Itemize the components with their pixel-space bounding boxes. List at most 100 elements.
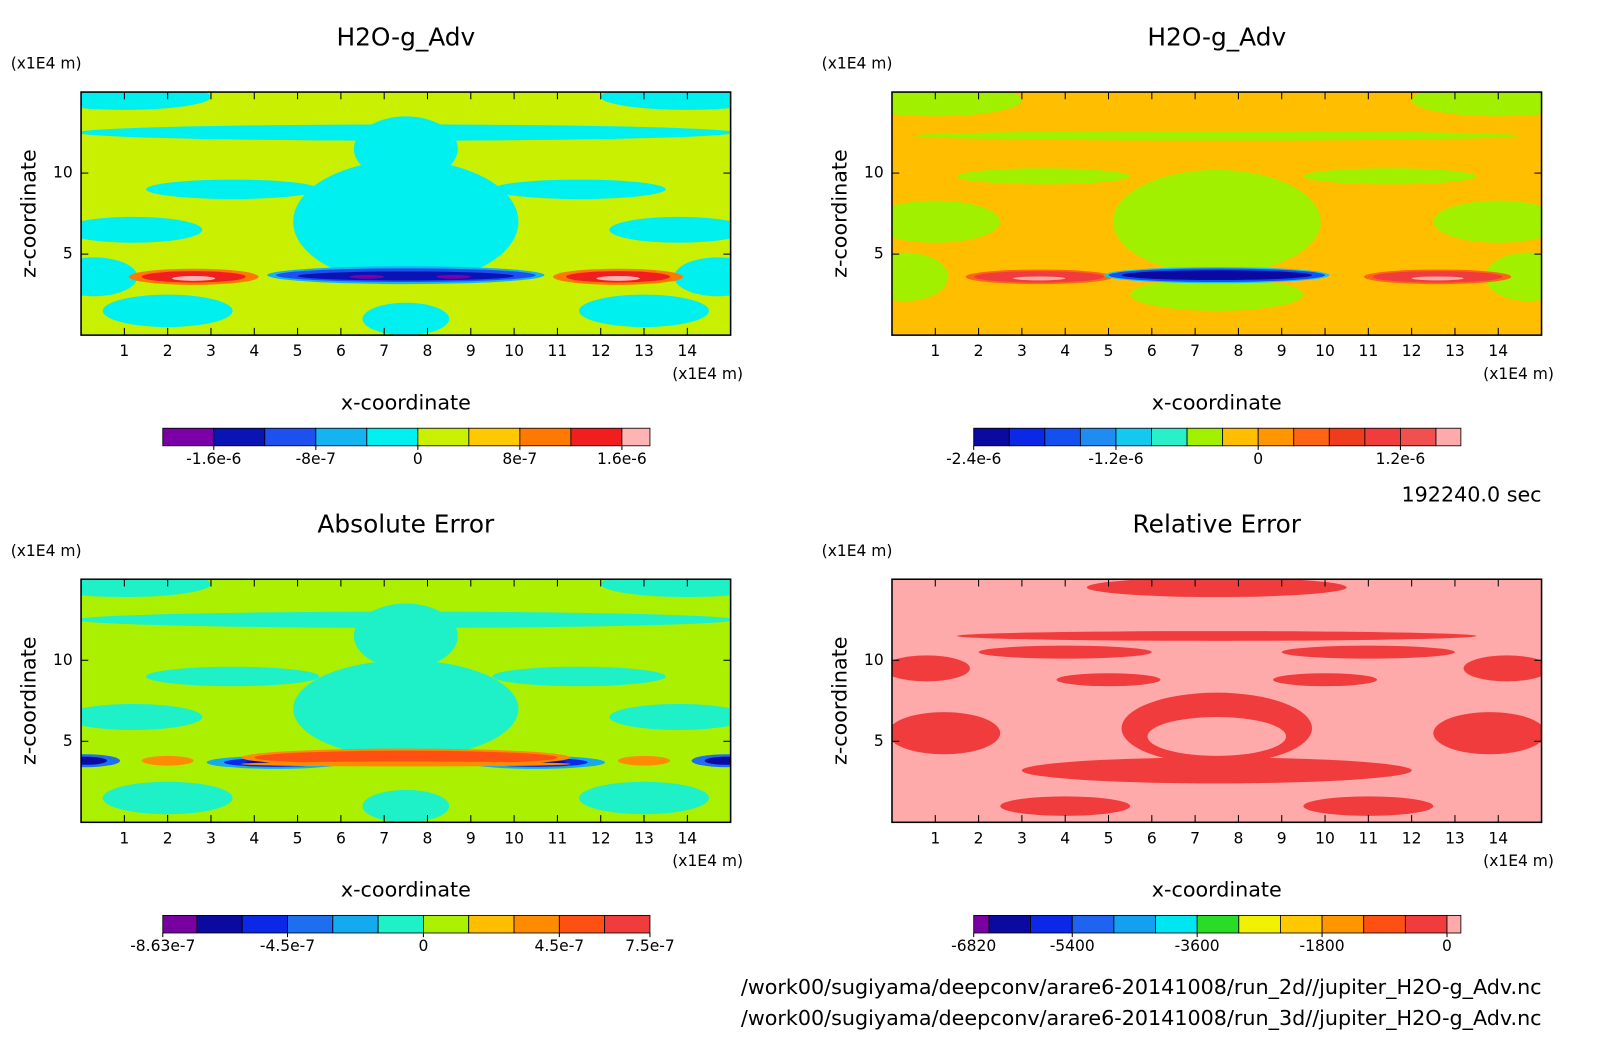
contour-fill: [1433, 200, 1542, 243]
contour-field: [81, 92, 731, 336]
x-axis-label: x-coordinate: [1152, 390, 1282, 414]
x-unit: (x1E4 m): [672, 365, 743, 383]
contour-fill: [1000, 796, 1131, 816]
contour-fill: [254, 750, 558, 765]
file-path: /work00/sugiyama/deepconv/arare6-2014100…: [741, 1006, 1542, 1031]
colorbar-tick-label: -8e-7: [296, 450, 336, 468]
plot-frame: [891, 91, 1543, 336]
colorbar-box: [1435, 427, 1462, 447]
colorbar-box: [1257, 427, 1295, 447]
y-axis-label: z-coordinate: [827, 636, 851, 765]
y-unit: (x1E4 m): [11, 55, 82, 73]
contour-fill: [600, 579, 731, 598]
colorbar-box: [1151, 427, 1188, 447]
x-tick-label: 14: [1488, 342, 1508, 360]
colorbar-tick-label: -8.63e-7: [130, 937, 195, 955]
colorbar-box: [241, 914, 288, 934]
colorbar-tick-label: 0: [418, 937, 428, 955]
y-axis-label: z-coordinate: [16, 636, 40, 765]
contour-fill: [1147, 716, 1287, 756]
contour-fill: [579, 294, 709, 328]
y-tick-label: 10: [53, 651, 73, 669]
colorbar-box: [1155, 914, 1198, 934]
plot-frame: [80, 91, 732, 336]
colorbar-tick-label: 0: [1442, 937, 1452, 955]
x-axis-label: x-coordinate: [341, 878, 471, 902]
colorbar-tick-label: -1800: [1300, 937, 1345, 955]
x-axis-label: x-coordinate: [341, 390, 471, 414]
x-tick-label: 3: [1017, 829, 1027, 847]
colorbar-box: [1400, 427, 1437, 447]
x-tick-label: 12: [1402, 342, 1422, 360]
x-tick-label: 7: [1190, 342, 1200, 360]
colorbar-tick-label: -6820: [951, 937, 996, 955]
contour-fill: [1485, 252, 1542, 302]
colorbar-box: [513, 914, 560, 934]
y-tick-label: 5: [874, 245, 884, 263]
plot-frame: [80, 578, 732, 824]
x-tick-label: 8: [1233, 342, 1243, 360]
colorbar-box: [264, 427, 317, 447]
colorbar-box: [1446, 914, 1462, 934]
contour-fill: [704, 756, 731, 765]
contour-fill: [1056, 673, 1161, 687]
contour-fill: [891, 655, 970, 682]
x-tick-label: 11: [1358, 829, 1378, 847]
time-label: 192240.0 sec: [1401, 482, 1541, 506]
x-tick-label: 8: [1233, 829, 1243, 847]
contour-fill: [1112, 169, 1321, 274]
x-tick-label: 1: [119, 342, 129, 360]
y-tick-label: 5: [63, 245, 73, 263]
colorbar-tick-label: -1.2e-6: [1088, 450, 1143, 468]
colorbar-box: [519, 427, 572, 447]
contour-fill: [362, 302, 450, 336]
x-tick-label: 11: [1358, 342, 1378, 360]
contour-fill: [492, 666, 666, 687]
x-tick-label: 13: [634, 829, 654, 847]
x-tick-label: 3: [206, 342, 216, 360]
x-tick-label: 1: [119, 829, 129, 847]
contour-fill: [81, 611, 731, 628]
contour-fill: [609, 704, 731, 730]
x-tick-label: 5: [293, 342, 303, 360]
y-tick-label: 10: [53, 164, 73, 182]
x-axis-label: x-coordinate: [1152, 878, 1282, 902]
y-tick-label: 5: [63, 732, 73, 750]
colorbar-box: [1238, 914, 1281, 934]
colorbar-box: [1328, 427, 1366, 447]
contour-fill: [81, 124, 731, 141]
contour-fill: [362, 789, 450, 823]
x-tick-label: 2: [163, 342, 173, 360]
contour-field: [891, 579, 1542, 823]
colorbar-box: [366, 427, 419, 447]
x-tick-label: 5: [1104, 829, 1114, 847]
x-tick-label: 10: [504, 342, 524, 360]
colorbar-box: [1008, 427, 1046, 447]
contour-fill: [1013, 276, 1066, 281]
x-tick-label: 1: [930, 829, 940, 847]
colorbar-box: [1113, 914, 1156, 934]
contour-fill: [297, 271, 515, 281]
x-tick-label: 2: [974, 342, 984, 360]
x-tick-label: 9: [1277, 829, 1287, 847]
x-tick-label: 6: [336, 829, 346, 847]
colorbar-box: [1404, 914, 1448, 934]
x-tick-label: 9: [466, 342, 476, 360]
colorbar-box: [1364, 427, 1401, 447]
x-tick-label: 10: [504, 829, 524, 847]
colorbar-box: [315, 427, 368, 447]
y-axis-label: z-coordinate: [827, 149, 851, 278]
chart-title: H2O-g_Adv: [1147, 22, 1286, 51]
contour-fill: [81, 257, 138, 297]
contour-fill: [171, 275, 216, 281]
contour-fill: [81, 216, 203, 243]
contour-fill: [81, 579, 211, 598]
x-tick-label: 10: [1315, 829, 1335, 847]
x-tick-label: 5: [1104, 342, 1114, 360]
colorbar-box: [1196, 914, 1240, 934]
x-tick-label: 6: [336, 342, 346, 360]
contour-field: [891, 92, 1542, 336]
contour-fill: [1303, 168, 1477, 185]
contour-fill: [81, 756, 108, 765]
x-tick-label: 14: [677, 342, 697, 360]
